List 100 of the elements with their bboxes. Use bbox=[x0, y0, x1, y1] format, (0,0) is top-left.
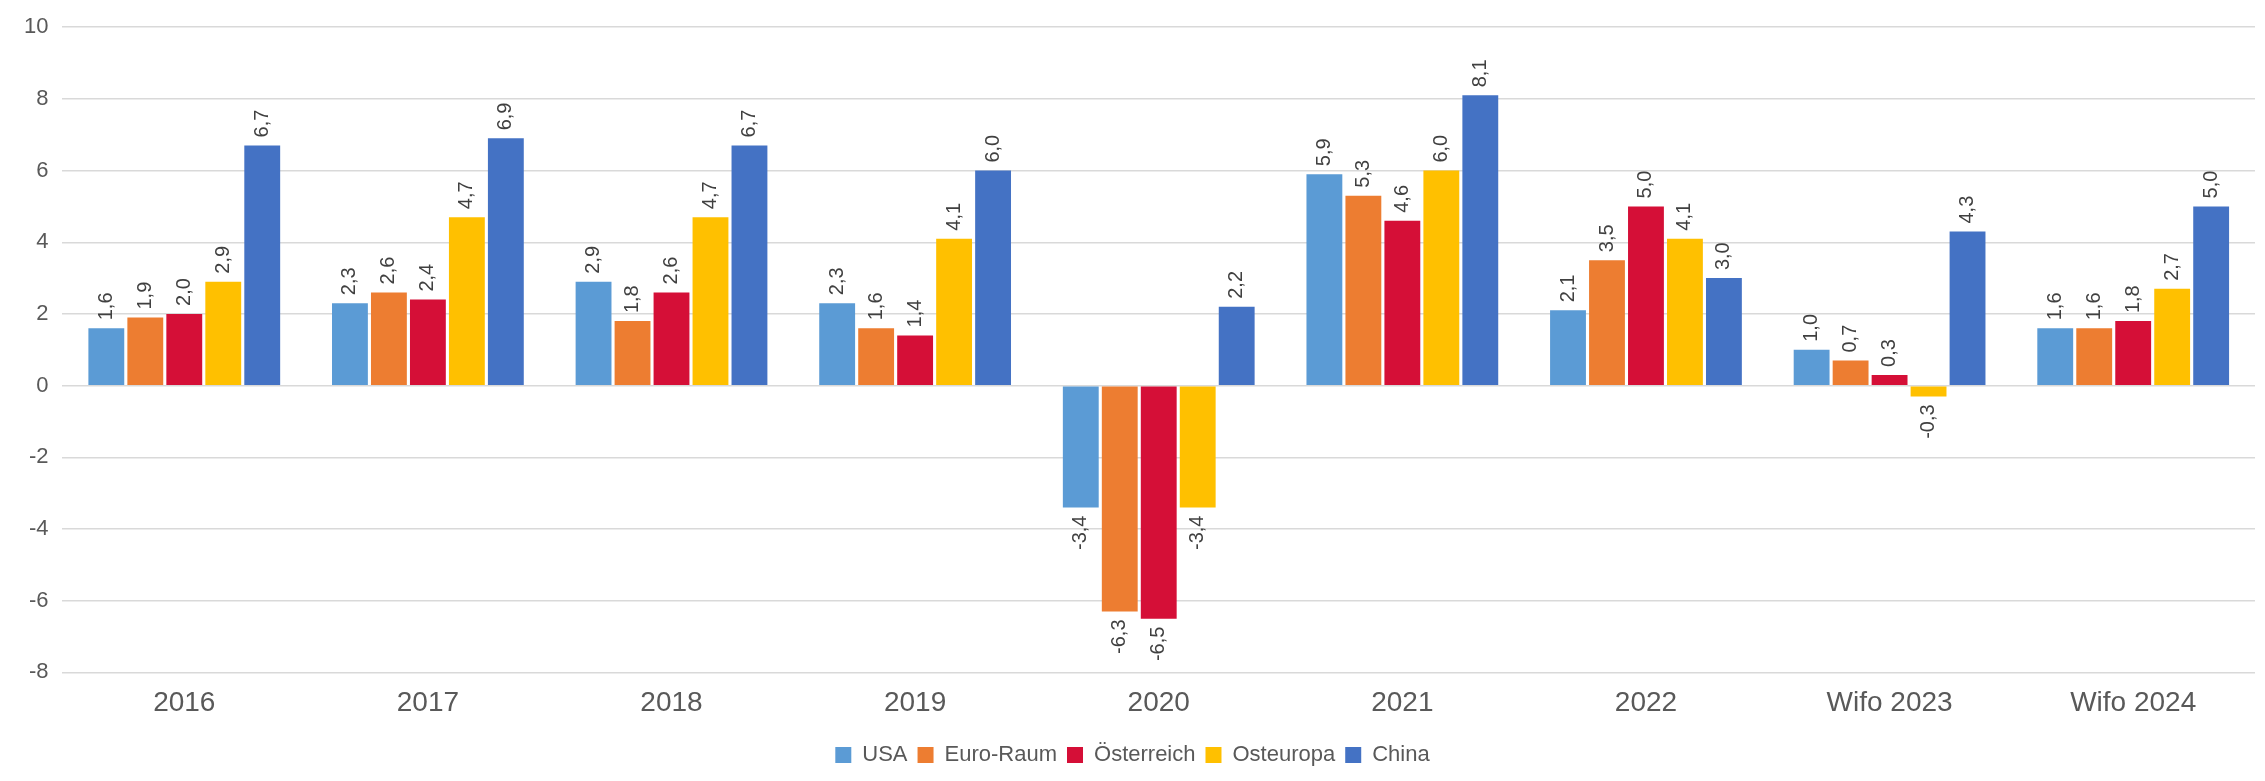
data-label: 2,0 bbox=[171, 278, 194, 306]
x-tick-label: 2021 bbox=[1371, 685, 1434, 717]
data-label: 1,8 bbox=[2120, 285, 2143, 314]
data-label: 2,6 bbox=[376, 256, 399, 285]
data-label: -6,3 bbox=[1107, 619, 1130, 654]
bar bbox=[409, 299, 446, 385]
x-tick-label: 2020 bbox=[1127, 685, 1190, 717]
data-label: 6,7 bbox=[736, 109, 759, 138]
bar bbox=[1218, 306, 1255, 385]
data-label: 8,1 bbox=[1467, 59, 1490, 88]
data-label: 5,0 bbox=[2198, 170, 2221, 199]
bar bbox=[487, 138, 524, 385]
data-label: 2,3 bbox=[824, 267, 847, 296]
data-label: 2,9 bbox=[581, 245, 604, 274]
legend-label: Euro-Raum bbox=[944, 741, 1058, 767]
bar bbox=[1423, 170, 1460, 385]
data-label: 6,9 bbox=[493, 102, 516, 131]
data-label: 2,3 bbox=[337, 267, 360, 296]
x-tick-label: 2018 bbox=[640, 685, 703, 717]
data-label: 2,2 bbox=[1224, 270, 1247, 299]
data-label: 5,9 bbox=[1311, 138, 1334, 167]
bar bbox=[1910, 386, 1947, 397]
x-tick-label: 2016 bbox=[153, 685, 216, 717]
y-tick-label: -6 bbox=[28, 586, 49, 612]
bar bbox=[1462, 95, 1499, 385]
data-label: 5,0 bbox=[1633, 170, 1656, 199]
data-label: 4,6 bbox=[1389, 184, 1412, 213]
data-label: 5,3 bbox=[1350, 159, 1373, 188]
bar bbox=[1384, 220, 1421, 385]
bar bbox=[1793, 349, 1830, 385]
data-label: 1,8 bbox=[620, 285, 643, 314]
data-label: 2,6 bbox=[659, 256, 682, 285]
bar bbox=[2154, 288, 2191, 385]
bar bbox=[127, 317, 164, 385]
bar bbox=[614, 321, 651, 385]
data-label: -3,4 bbox=[1068, 515, 1091, 550]
bar bbox=[575, 281, 612, 385]
data-label: 1,6 bbox=[93, 292, 116, 321]
data-label: 4,7 bbox=[454, 181, 477, 210]
data-label: -0,3 bbox=[1916, 404, 1939, 439]
bar bbox=[1179, 386, 1216, 508]
data-label: -6,5 bbox=[1146, 626, 1169, 662]
bar bbox=[1949, 231, 1986, 385]
bar bbox=[936, 238, 973, 385]
bar bbox=[975, 170, 1012, 385]
bar bbox=[448, 217, 485, 385]
legend-label: China bbox=[1372, 741, 1431, 767]
bar bbox=[858, 328, 895, 385]
data-label: 2,9 bbox=[210, 245, 233, 274]
data-label: 4,1 bbox=[1672, 202, 1695, 231]
bar bbox=[244, 145, 281, 385]
legend-label: Österreich bbox=[1094, 741, 1196, 767]
bar bbox=[692, 217, 729, 385]
bar bbox=[1550, 310, 1586, 385]
bar bbox=[1628, 206, 1664, 385]
bar bbox=[2193, 206, 2230, 385]
y-tick-label: 0 bbox=[36, 371, 49, 397]
bar bbox=[1140, 386, 1177, 619]
data-label: 4,3 bbox=[1955, 195, 1978, 224]
data-label: 1,9 bbox=[132, 281, 155, 310]
data-label: 6,7 bbox=[249, 109, 272, 138]
data-label: 1,6 bbox=[2081, 292, 2104, 321]
legend-label: USA bbox=[862, 741, 908, 767]
bar bbox=[1101, 386, 1138, 612]
bar bbox=[2037, 328, 2074, 385]
y-tick-label: -8 bbox=[28, 658, 49, 684]
bar bbox=[819, 303, 856, 385]
x-tick-label: Wifo 2024 bbox=[2070, 685, 2197, 717]
y-tick-label: -4 bbox=[28, 515, 49, 541]
data-label: 3,5 bbox=[1594, 224, 1617, 253]
x-tick-label: Wifo 2023 bbox=[1826, 685, 1953, 717]
bar bbox=[731, 145, 768, 385]
bar bbox=[653, 292, 690, 385]
data-label: 2,7 bbox=[2159, 253, 2182, 281]
x-tick-label: 2019 bbox=[883, 685, 947, 717]
bar bbox=[1589, 260, 1625, 385]
bar bbox=[88, 328, 125, 385]
y-tick-label: 2 bbox=[36, 300, 49, 326]
bar bbox=[2076, 328, 2113, 385]
bar bbox=[1832, 360, 1869, 385]
y-tick-label: 6 bbox=[36, 156, 49, 182]
y-tick-label: 4 bbox=[36, 228, 49, 254]
data-label: 3,0 bbox=[1711, 242, 1734, 271]
bar bbox=[332, 303, 368, 385]
data-label: 0,7 bbox=[1838, 324, 1861, 353]
data-label: 1,4 bbox=[902, 299, 925, 328]
data-label: 4,7 bbox=[698, 181, 720, 210]
data-label: 2,4 bbox=[415, 263, 438, 292]
data-label: 6,0 bbox=[1428, 134, 1451, 163]
bar bbox=[166, 313, 203, 385]
bar bbox=[897, 335, 934, 385]
bar bbox=[2115, 321, 2152, 385]
data-label: 4,1 bbox=[941, 202, 964, 231]
bar bbox=[1306, 174, 1343, 385]
x-tick-label: 2017 bbox=[396, 685, 460, 717]
data-label: 1,6 bbox=[2042, 292, 2065, 321]
bar bbox=[1667, 238, 1703, 385]
data-label: 2,1 bbox=[1555, 274, 1578, 303]
y-tick-label: -2 bbox=[28, 443, 49, 469]
bar bbox=[370, 292, 407, 385]
